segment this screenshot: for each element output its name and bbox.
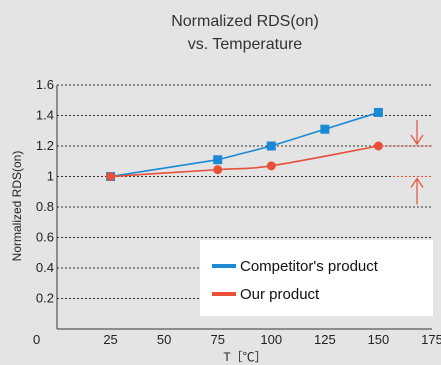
x-tick-label: 175 bbox=[421, 332, 441, 347]
y-axis-title: Normalized RDS(on) bbox=[10, 151, 24, 262]
y-tick-label: 1.2 bbox=[36, 138, 54, 153]
series-line-0 bbox=[110, 111, 379, 178]
x-tick-label: 50 bbox=[157, 332, 171, 347]
chart-title-line-1: Normalized RDS(on) bbox=[171, 13, 319, 30]
difference-annotation bbox=[378, 120, 432, 205]
x-tick-label: 100 bbox=[260, 332, 282, 347]
legend: Competitor's product Our product bbox=[200, 240, 433, 316]
legend-box bbox=[200, 240, 433, 316]
chart-title-line-2: vs. Temperature bbox=[188, 36, 303, 53]
series-1-point-1 bbox=[213, 165, 223, 175]
annotation-arrow-down-head bbox=[410, 134, 424, 146]
annotation-arrow-up-head bbox=[410, 177, 424, 188]
y-tick-label: 0.8 bbox=[36, 199, 54, 214]
x-tick-label: 25 bbox=[103, 332, 117, 347]
y-tick-label: 0.2 bbox=[36, 291, 54, 306]
x-tick-labels: 0 25 50 75 100 125 150 175 bbox=[33, 332, 441, 347]
x-tick-label: 125 bbox=[314, 332, 336, 347]
series-0-point-1 bbox=[213, 155, 223, 165]
y-tick-label: 1.6 bbox=[36, 77, 54, 92]
series-group bbox=[106, 107, 383, 181]
y-tick-label: 0.6 bbox=[36, 230, 54, 245]
series-line-1 bbox=[110, 145, 379, 178]
series-1-point-0 bbox=[106, 172, 116, 181]
y-tick-label: 1.4 bbox=[36, 108, 54, 123]
x-tick-label: 150 bbox=[368, 332, 390, 347]
y-tick-label: 1 bbox=[47, 169, 54, 184]
series-1-point-2 bbox=[266, 161, 276, 171]
x-tick-label: 0 bbox=[33, 332, 40, 347]
series-0-point-4 bbox=[373, 107, 383, 117]
x-axis-title: T［℃］ bbox=[223, 350, 266, 364]
legend-label-our-product: Our product bbox=[240, 286, 320, 303]
series-0-point-2 bbox=[266, 141, 276, 151]
series-1-point-3 bbox=[373, 141, 383, 151]
x-tick-label: 75 bbox=[210, 332, 224, 347]
series-0-point-3 bbox=[320, 124, 330, 134]
y-tick-label: 0.4 bbox=[36, 260, 54, 275]
axes bbox=[56, 85, 432, 330]
y-tick-labels: 0.2 0.4 0.6 0.8 1 1.2 1.4 1.6 bbox=[36, 77, 54, 306]
legend-label-competitor: Competitor's product bbox=[240, 258, 379, 275]
